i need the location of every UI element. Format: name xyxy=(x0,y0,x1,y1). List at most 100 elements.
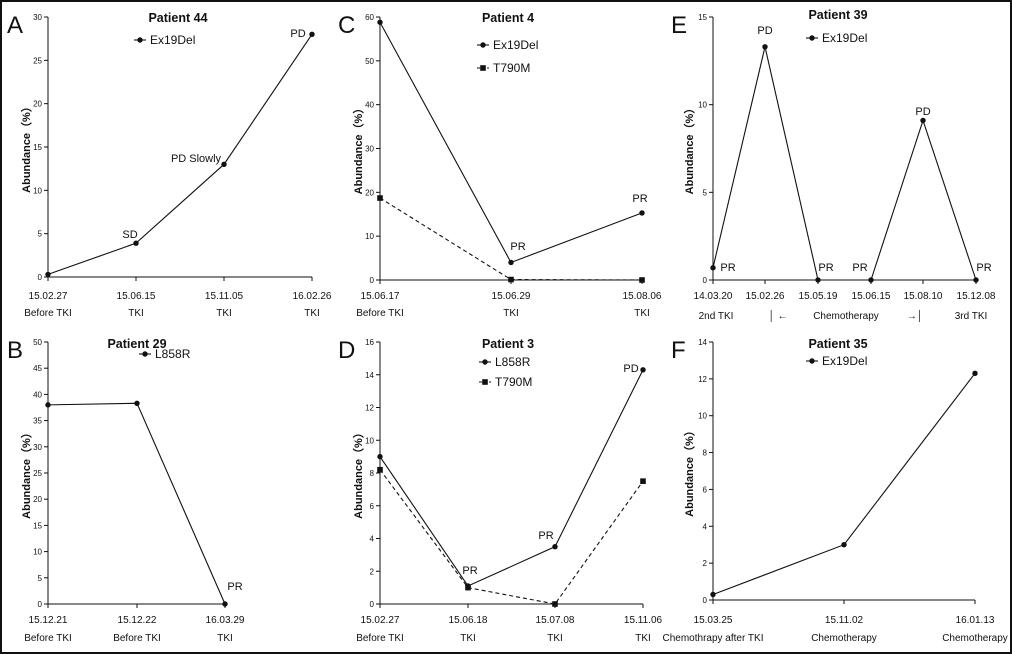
legend-marker xyxy=(482,379,488,385)
x-subcategory-label: Before TKI xyxy=(113,633,161,644)
x-category-label: 16.02.26 xyxy=(293,291,332,302)
x-category-label: 15.02.26 xyxy=(746,291,785,302)
data-point xyxy=(972,370,978,377)
data-point xyxy=(377,453,383,460)
treatment-phase-label: 2nd TKI xyxy=(699,311,734,322)
legend-entry: T790M xyxy=(479,375,532,389)
data-point xyxy=(552,601,558,607)
y-tick-label: 0 xyxy=(38,273,43,282)
panel-letter: C xyxy=(338,12,355,39)
panel-letter: F xyxy=(671,337,686,364)
series-line-l858r xyxy=(379,369,644,587)
y-axis-label: Abundance（%） xyxy=(683,425,696,517)
x-subcategory-label: Before TKI xyxy=(24,633,72,644)
treatment-phase-label: Chemotherapy xyxy=(813,311,879,322)
data-point xyxy=(45,271,51,278)
y-tick-label: 30 xyxy=(365,145,374,154)
legend-marker xyxy=(142,351,148,357)
y-tick-label: 8 xyxy=(370,469,375,478)
legend-entry: Ex19Del xyxy=(806,31,867,45)
x-category-label: 15.08.06 xyxy=(623,291,662,302)
chart-title: Patient 3 xyxy=(482,337,534,351)
panel-letter: D xyxy=(338,337,355,364)
x-category-label: 15.06.15 xyxy=(117,291,156,302)
data-point xyxy=(134,400,140,407)
panel-e: E Patient 39 Abundance（%） 0 5 10 15 14.03.20 15.… xyxy=(671,8,996,323)
data-point xyxy=(221,161,227,168)
response-annotation: PR xyxy=(720,262,735,274)
chart-title: Patient 44 xyxy=(148,11,207,25)
y-tick-label: 5 xyxy=(38,574,43,583)
response-annotation: PR xyxy=(462,565,477,577)
legend-marker xyxy=(480,42,486,48)
x-subcategory-label: TKI xyxy=(216,308,232,319)
legend-marker xyxy=(809,35,815,41)
x-subcategory-label: TKI xyxy=(128,308,144,319)
panel-a: A Patient 44 Abundance（%） 0 5 10 15 20 25 30 15.02… xyxy=(7,11,332,319)
x-subcategory-label: Before TKI xyxy=(356,308,404,319)
data-point xyxy=(841,542,847,548)
legend-marker xyxy=(809,358,815,364)
legend-label: L858R xyxy=(495,355,531,369)
y-tick-label: 50 xyxy=(365,57,374,66)
y-tick-label: 10 xyxy=(698,101,707,110)
y-tick-label: 20 xyxy=(33,495,42,504)
legend-label: T790M xyxy=(493,61,530,75)
legend-label: Ex19Del xyxy=(493,38,538,52)
x-category-label: 15.06.15 xyxy=(852,291,891,302)
y-axis-label: Abundance（%） xyxy=(352,427,365,519)
data-point xyxy=(309,31,315,38)
x-category-label: 15.05.19 xyxy=(799,291,838,302)
legend-entry: L858R xyxy=(139,347,191,361)
panel-b: B Patient 29 Abundance（%） 0 5 10 15 20 25 30 35 40 4… xyxy=(7,337,245,644)
x-category-label: 14.03.20 xyxy=(694,291,733,302)
x-category-label: 15.02.27 xyxy=(29,291,68,302)
series-line-ex19del xyxy=(712,46,977,281)
y-tick-label: 12 xyxy=(698,375,707,384)
x-category-label: 16.01.13 xyxy=(956,615,995,626)
legend-entry: L858R xyxy=(479,355,531,369)
y-axis-label: Abundance（%） xyxy=(20,101,33,193)
y-tick-label: 16 xyxy=(365,338,374,347)
data-point xyxy=(640,478,646,484)
y-tick-label: 10 xyxy=(698,412,707,421)
y-tick-label: 0 xyxy=(703,276,708,285)
x-subcategory-label: TKI xyxy=(304,308,320,319)
data-point xyxy=(762,44,768,50)
chart-title: Patient 29 xyxy=(107,337,166,351)
y-tick-label: 45 xyxy=(33,364,42,373)
y-tick-label: 2 xyxy=(370,567,375,576)
y-tick-label: 15 xyxy=(33,521,42,530)
chart-title: Patient 35 xyxy=(808,337,867,351)
y-axis-label: Abundance（%） xyxy=(683,103,696,195)
y-tick-label: 20 xyxy=(33,100,42,109)
response-annotation: PR xyxy=(538,530,553,542)
treatment-phase-label: →│ xyxy=(907,309,923,323)
series-line-ex19del xyxy=(47,34,313,275)
data-point xyxy=(639,277,645,283)
data-point xyxy=(973,277,979,283)
legend-entry: Ex19Del xyxy=(477,38,538,52)
x-category-label: 15.03.25 xyxy=(694,615,733,626)
y-tick-label: 5 xyxy=(38,230,43,239)
y-tick-label: 4 xyxy=(703,522,708,531)
y-axis-label: Abundance（%） xyxy=(352,103,365,195)
x-category-label: 15.06.18 xyxy=(449,615,488,626)
legend-entry: T790M xyxy=(477,61,530,75)
response-annotation: PR xyxy=(510,241,525,253)
x-category-label: 15.02.27 xyxy=(361,615,400,626)
response-annotation: PD xyxy=(290,28,305,40)
chart-title: Patient 4 xyxy=(482,11,534,25)
x-category-label: 15.11.02 xyxy=(825,615,864,626)
data-point xyxy=(45,402,51,408)
y-tick-label: 2 xyxy=(703,559,708,568)
panel-letter: A xyxy=(7,12,23,39)
series-line-t790m xyxy=(379,469,644,605)
x-category-label: 15.07.08 xyxy=(536,615,575,626)
response-annotation: PR xyxy=(632,193,647,205)
data-point xyxy=(465,584,471,591)
y-tick-label: 10 xyxy=(33,548,42,557)
y-tick-label: 60 xyxy=(365,13,374,22)
y-tick-label: 6 xyxy=(703,485,708,494)
